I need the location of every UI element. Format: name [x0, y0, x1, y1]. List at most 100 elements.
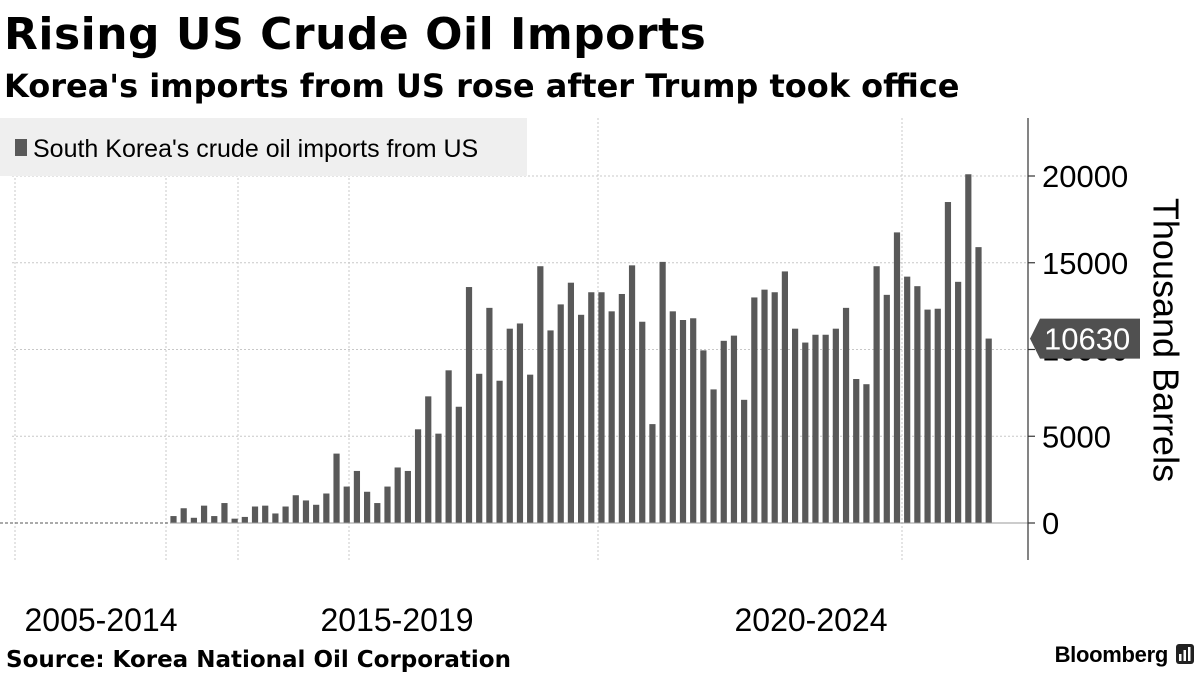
- bar: [842, 307, 850, 523]
- bar: [618, 293, 625, 523]
- bar: [527, 374, 534, 523]
- legend-background: [0, 118, 527, 176]
- category-label-2005-2014: 2005-2014: [24, 602, 178, 638]
- legend-swatch: [15, 139, 27, 156]
- bar: [435, 433, 442, 523]
- bar: [353, 470, 361, 523]
- bar: [496, 380, 503, 523]
- bar: [893, 232, 901, 523]
- bar: [975, 247, 982, 523]
- bar: [751, 297, 758, 523]
- bar: [231, 518, 238, 523]
- bloomberg-logo: Bloomberg: [1054, 642, 1169, 667]
- bar: [965, 174, 972, 523]
- bar: [628, 265, 636, 523]
- bar: [384, 486, 391, 523]
- bar: [832, 328, 839, 523]
- bar: [741, 399, 748, 523]
- bar: [700, 350, 707, 523]
- bar: [445, 370, 452, 523]
- legend-label: South Korea's crude oil imports from US: [33, 135, 478, 163]
- bar: [781, 271, 788, 523]
- bar: [394, 467, 401, 523]
- bar: [302, 500, 310, 523]
- bar: [649, 424, 656, 523]
- bar: [914, 286, 921, 523]
- bar: [323, 493, 330, 523]
- bar: [944, 202, 952, 523]
- bar: [506, 328, 513, 523]
- bar: [190, 517, 197, 523]
- bar: [883, 294, 890, 523]
- bar: [934, 308, 941, 523]
- bar: [425, 396, 432, 523]
- bar: [690, 318, 697, 523]
- bar: [476, 373, 483, 523]
- bar: [364, 491, 371, 523]
- bar: [200, 505, 208, 523]
- bar: [567, 282, 575, 523]
- y-axis-title: Thousand Barrels: [1145, 198, 1186, 482]
- bar: [669, 311, 676, 523]
- bar: [170, 516, 177, 523]
- bar: [292, 495, 299, 523]
- terminal-icon: [1176, 644, 1194, 664]
- bar: [710, 389, 717, 523]
- chart-title: Rising US Crude Oil Imports: [4, 9, 707, 60]
- bar: [924, 309, 931, 523]
- bar: [679, 320, 687, 523]
- bar: [313, 504, 320, 523]
- bar: [955, 281, 962, 523]
- bar: [333, 453, 340, 523]
- bar: [863, 384, 870, 523]
- bar: [812, 334, 819, 523]
- bar: [221, 503, 228, 523]
- bar: [822, 334, 829, 523]
- bar: [465, 287, 473, 523]
- bar: [262, 505, 269, 523]
- bar: [761, 289, 768, 523]
- bar: [547, 330, 554, 523]
- bar: [414, 429, 422, 523]
- bar: [608, 311, 615, 523]
- bar: [516, 323, 524, 523]
- bar: [537, 266, 544, 523]
- bar: [282, 506, 289, 523]
- bar: [730, 335, 738, 523]
- bar: [720, 340, 727, 523]
- bar: [486, 307, 493, 523]
- bar: [272, 513, 279, 523]
- bar: [791, 328, 799, 523]
- bar: [455, 406, 462, 523]
- callout-value: 10630: [1044, 322, 1130, 357]
- bar: [588, 292, 595, 523]
- bar: [659, 261, 666, 523]
- bar: [578, 314, 585, 523]
- bar: [802, 342, 809, 523]
- bar: [985, 338, 992, 523]
- bar: [904, 276, 911, 523]
- bar: [211, 516, 218, 523]
- category-label-2015-2019: 2015-2019: [320, 602, 474, 638]
- bar: [241, 516, 248, 523]
- bar-series: [170, 174, 992, 523]
- bar: [374, 503, 381, 523]
- y-tick-label: 20000: [1042, 159, 1128, 194]
- bar: [180, 508, 187, 523]
- bar: [343, 486, 350, 523]
- source-note: Source: Korea National Oil Corporation: [6, 647, 511, 673]
- latest-value-callout: 10630: [1030, 318, 1140, 359]
- bar: [404, 470, 411, 523]
- category-label-2020-2024: 2020-2024: [734, 602, 888, 638]
- bar: [771, 292, 778, 523]
- y-tick-label: 5000: [1042, 419, 1111, 454]
- bar: [251, 506, 259, 523]
- bar: [639, 321, 646, 523]
- callout-box: [1030, 318, 1140, 359]
- bar: [853, 379, 860, 523]
- bar: [598, 292, 605, 523]
- bar: [873, 266, 880, 523]
- bar: [557, 304, 564, 523]
- legend: South Korea's crude oil imports from US: [0, 118, 527, 176]
